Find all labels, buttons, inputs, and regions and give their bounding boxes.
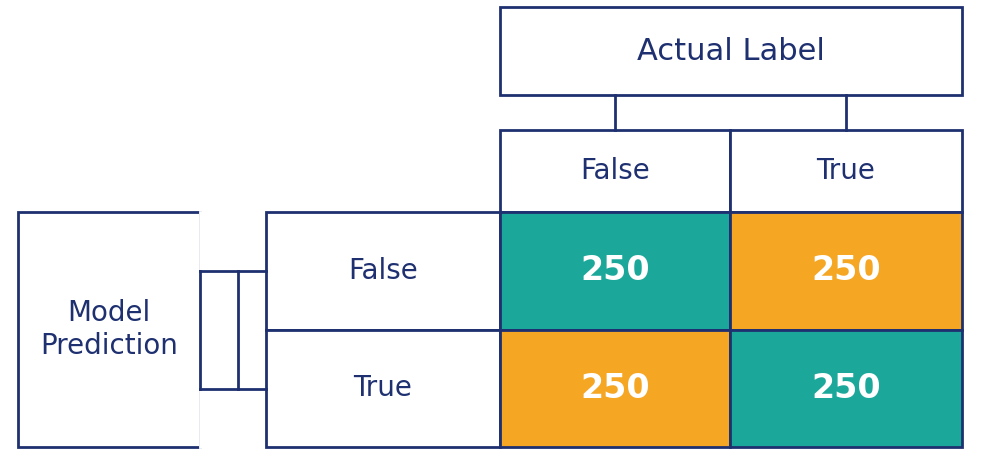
Bar xyxy=(730,212,962,330)
Bar xyxy=(730,130,962,212)
Bar xyxy=(18,212,200,447)
Text: 250: 250 xyxy=(811,372,881,405)
Text: True: True xyxy=(817,157,875,185)
Bar xyxy=(266,330,500,447)
Bar xyxy=(500,212,730,330)
Text: False: False xyxy=(348,257,418,285)
Text: Actual Label: Actual Label xyxy=(637,36,825,66)
Text: Model
Prediction: Model Prediction xyxy=(40,299,178,360)
Bar xyxy=(730,330,962,447)
Bar xyxy=(266,212,500,330)
Bar xyxy=(500,7,962,95)
Bar xyxy=(500,330,730,447)
Text: 250: 250 xyxy=(580,254,650,288)
Text: False: False xyxy=(580,157,650,185)
Text: 250: 250 xyxy=(811,254,881,288)
Text: True: True xyxy=(354,375,412,403)
Bar xyxy=(500,130,730,212)
Bar xyxy=(200,212,266,447)
Text: 250: 250 xyxy=(580,372,650,405)
